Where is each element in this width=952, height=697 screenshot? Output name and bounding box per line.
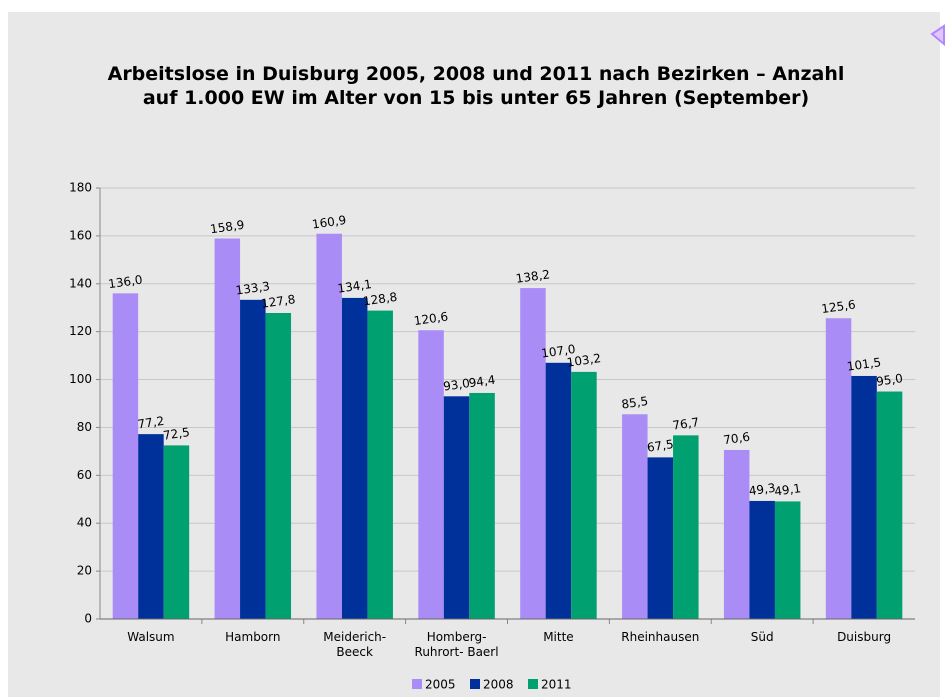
bar xyxy=(341,297,368,619)
y-tick-label: 40 xyxy=(77,516,92,530)
bar xyxy=(265,312,292,619)
x-tick-label: Homberg- Ruhrort- Baerl xyxy=(414,630,499,659)
y-tick-label: 120 xyxy=(69,324,92,338)
value-label: 67,5 xyxy=(646,437,674,455)
value-label: 138,2 xyxy=(515,267,551,286)
y-tick-label: 100 xyxy=(69,372,92,386)
value-label: 128,8 xyxy=(362,290,398,309)
bar xyxy=(545,362,572,619)
value-label: 49,3 xyxy=(748,481,776,499)
chart-title: Arbeitslose in Duisburg 2005, 2008 und 2… xyxy=(107,63,845,109)
value-label: 125,6 xyxy=(821,297,857,316)
y-tick-label: 80 xyxy=(77,420,92,434)
value-label: 70,6 xyxy=(722,430,750,448)
value-label: 134,1 xyxy=(337,277,373,296)
bar xyxy=(163,445,190,619)
x-tick-label: Rheinhausen xyxy=(621,630,700,644)
value-label: 160,9 xyxy=(311,213,347,232)
value-label: 77,2 xyxy=(137,414,165,432)
bar xyxy=(647,457,674,619)
value-label: 103,2 xyxy=(566,351,602,370)
bar xyxy=(469,392,495,619)
legend-label: 2008 xyxy=(483,678,514,692)
bar xyxy=(240,299,266,619)
value-label: 136,0 xyxy=(107,273,143,292)
value-label: 72,5 xyxy=(162,425,190,443)
value-label: 93,0 xyxy=(442,376,470,394)
bar xyxy=(774,501,801,619)
bar xyxy=(749,500,775,619)
value-label: 120,6 xyxy=(413,309,449,328)
value-label: 107,0 xyxy=(540,342,576,361)
y-tick-label: 60 xyxy=(77,468,92,482)
bar xyxy=(825,318,852,619)
nav-icon[interactable] xyxy=(930,24,945,47)
x-tick-label: Meiderich- Beeck xyxy=(323,630,387,659)
y-tick-label: 140 xyxy=(69,276,92,290)
bar xyxy=(214,238,241,620)
x-tick-label: Süd xyxy=(750,630,774,644)
bar xyxy=(418,330,444,619)
bar xyxy=(443,396,470,619)
bar xyxy=(112,293,139,619)
value-label: 133,3 xyxy=(235,279,271,298)
bar xyxy=(138,434,164,619)
bar xyxy=(876,391,903,619)
bar xyxy=(520,288,546,619)
x-tick-label: Mitte xyxy=(543,630,574,644)
bar xyxy=(571,371,597,619)
value-label: 49,1 xyxy=(773,481,801,499)
y-tick-label: 0 xyxy=(84,612,92,626)
y-tick-label: 160 xyxy=(69,228,92,242)
value-label: 127,8 xyxy=(260,292,296,311)
bar xyxy=(367,310,393,619)
x-tick-label: Duisburg xyxy=(837,630,892,644)
x-tick-label: Walsum xyxy=(127,630,175,644)
bar xyxy=(622,414,648,619)
y-tick-label: 20 xyxy=(77,564,92,578)
value-label: 101,5 xyxy=(846,355,882,374)
value-label: 76,7 xyxy=(672,415,700,433)
bar xyxy=(723,449,750,619)
bar xyxy=(851,375,877,619)
bar xyxy=(673,435,699,619)
legend-swatch xyxy=(528,679,538,689)
legend-swatch xyxy=(470,679,480,689)
x-tick-label: Hamborn xyxy=(225,630,281,644)
legend-swatch xyxy=(412,679,422,689)
bar xyxy=(316,233,342,619)
value-label: 94,4 xyxy=(468,373,496,391)
value-label: 95,0 xyxy=(875,371,903,389)
legend-label: 2011 xyxy=(541,678,572,692)
y-tick-label: 180 xyxy=(69,181,92,195)
legend-label: 2005 xyxy=(425,678,456,692)
value-label: 158,9 xyxy=(209,218,245,237)
value-label: 85,5 xyxy=(621,394,649,412)
